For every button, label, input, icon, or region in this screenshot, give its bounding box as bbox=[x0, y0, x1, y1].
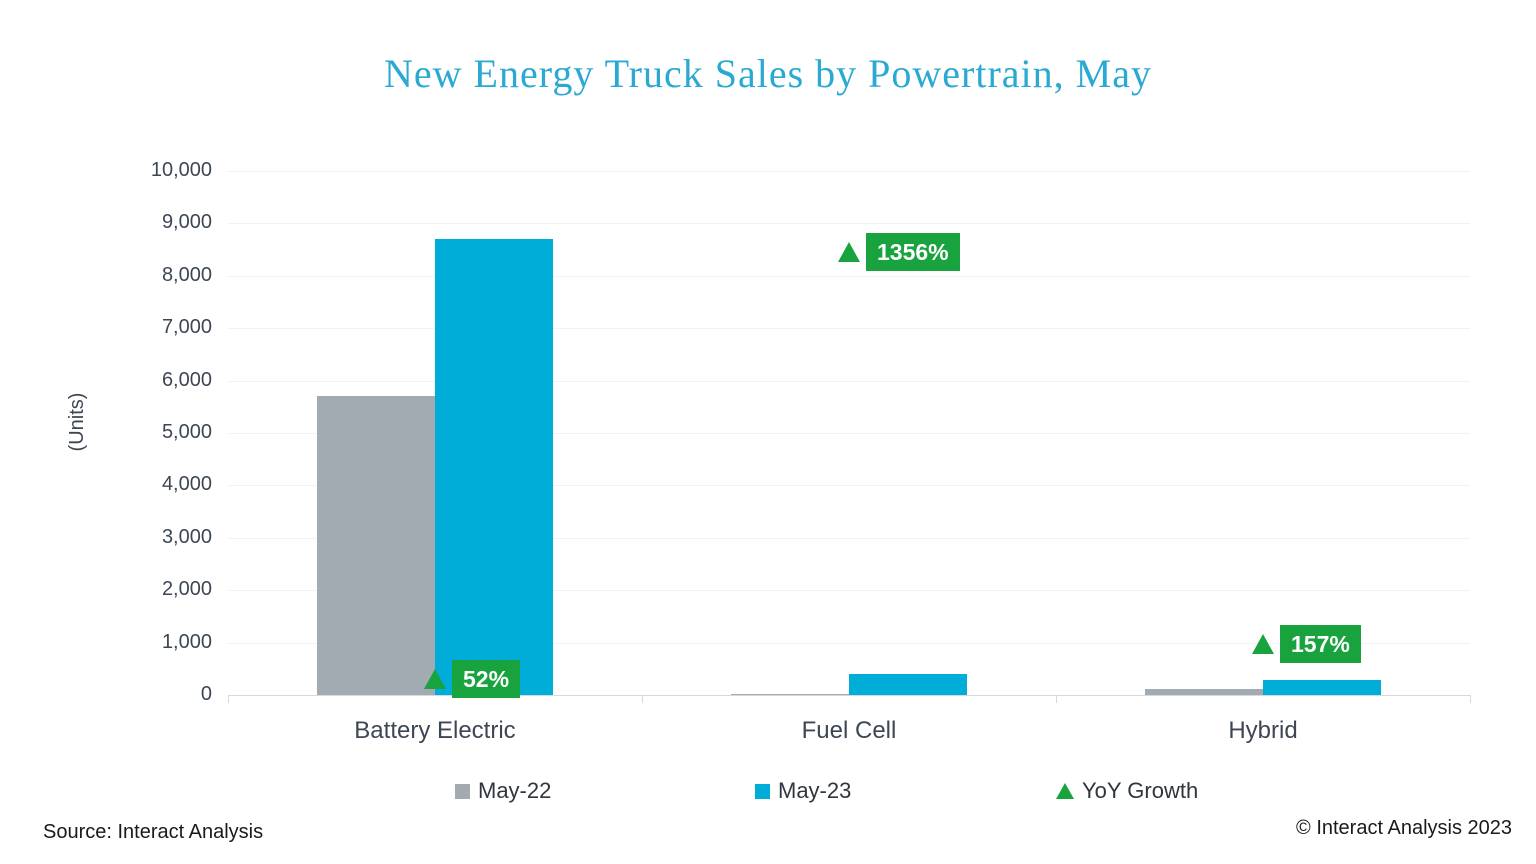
x-axis-line bbox=[228, 695, 1470, 696]
y-axis-title: (Units) bbox=[66, 392, 88, 452]
may-22-swatch-icon bbox=[455, 783, 470, 799]
copyright-note: © Interact Analysis 2023 bbox=[1296, 817, 1512, 839]
yoy-growth-marker-icon bbox=[1252, 633, 1274, 654]
yoy-growth-marker-icon bbox=[838, 242, 860, 263]
axis-tick bbox=[228, 695, 229, 703]
legend-label-may-23: May-23 bbox=[778, 778, 852, 803]
gridline bbox=[228, 223, 1470, 225]
yoy-growth-label: 157% bbox=[1280, 624, 1361, 663]
legend-item-may-23: May-23 bbox=[755, 777, 851, 805]
y-tick-label: 6,000 bbox=[161, 368, 212, 391]
y-tick-label: 2,000 bbox=[161, 578, 212, 601]
may-23-swatch-icon bbox=[755, 783, 770, 799]
bar-may-22-hybrid bbox=[1145, 689, 1263, 695]
y-tick-label: 8,000 bbox=[161, 263, 212, 286]
gridline bbox=[228, 380, 1470, 382]
y-tick-label: 5,000 bbox=[161, 421, 212, 443]
yoy-growth-marker-icon bbox=[424, 669, 446, 690]
gridline bbox=[228, 590, 1470, 592]
x-category-label: Fuel Cell bbox=[801, 717, 897, 744]
y-tick-label: 0 bbox=[200, 683, 212, 705]
y-tick-label: 4,000 bbox=[161, 473, 212, 496]
bar-may-23-hybrid bbox=[1263, 680, 1381, 695]
yoy-growth-triangle-icon bbox=[1056, 783, 1074, 799]
gridline bbox=[228, 275, 1470, 277]
bar-may-23-fuel-cell bbox=[849, 674, 967, 695]
legend-item-may-22: May-22 bbox=[455, 777, 551, 805]
source-note: Source: Interact Analysis bbox=[43, 821, 264, 843]
y-tick-label: 1,000 bbox=[161, 630, 212, 653]
chart-title: New Energy Truck Sales by Powertrain, Ma… bbox=[384, 51, 1152, 96]
axis-tick bbox=[1056, 695, 1057, 703]
yoy-growth-label: 52% bbox=[452, 660, 521, 699]
y-tick-label: 10,000 bbox=[150, 159, 212, 181]
gridline bbox=[228, 485, 1470, 487]
bar-may-23-battery-electric bbox=[435, 239, 553, 695]
bar-may-22-battery-electric bbox=[317, 396, 435, 695]
axis-tick bbox=[642, 695, 643, 703]
y-tick-label: 9,000 bbox=[161, 211, 212, 234]
yoy-growth-label: 1356% bbox=[866, 233, 960, 272]
legend: May-22 May-23 YoY Growth bbox=[0, 777, 1536, 805]
gridline bbox=[228, 328, 1470, 330]
x-category-label: Battery Electric bbox=[354, 717, 516, 744]
legend-label-yoy-growth: YoY Growth bbox=[1082, 778, 1199, 803]
gridline bbox=[228, 642, 1470, 644]
x-category-label: Hybrid bbox=[1228, 717, 1298, 744]
gridline bbox=[228, 433, 1470, 434]
bar-may-22-fuel-cell bbox=[731, 693, 849, 695]
y-tick-label: 7,000 bbox=[161, 316, 212, 339]
legend-label-may-22: May-22 bbox=[478, 778, 552, 803]
gridline bbox=[228, 171, 1470, 172]
y-tick-label: 3,000 bbox=[161, 525, 212, 548]
gridline bbox=[228, 537, 1470, 539]
legend-item-yoy-growth: YoY Growth bbox=[1056, 777, 1198, 805]
axis-tick bbox=[1470, 695, 1471, 703]
